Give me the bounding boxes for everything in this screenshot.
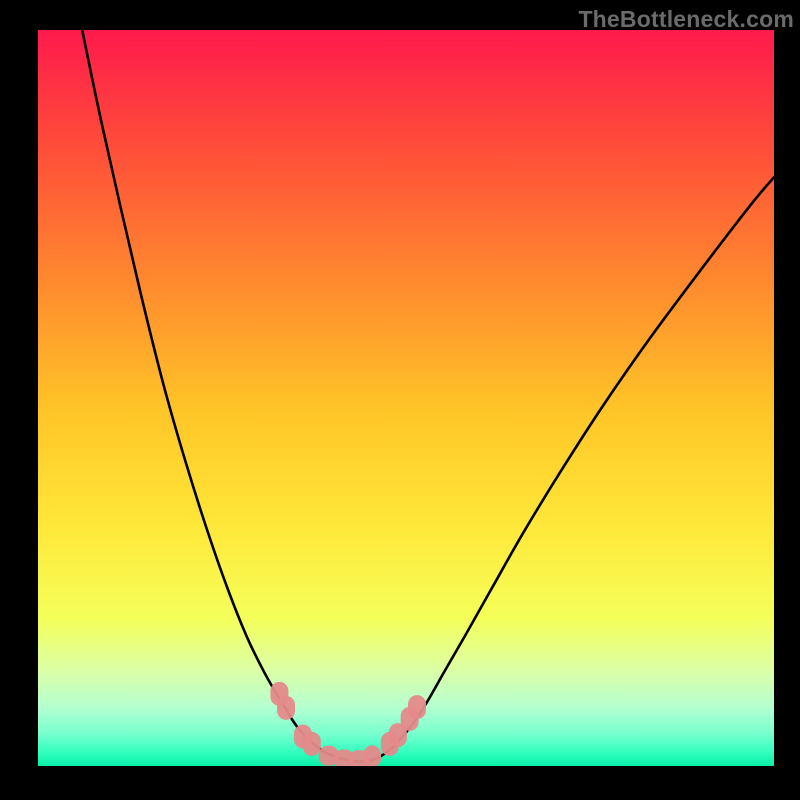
watermark-label: TheBottleneck.com xyxy=(578,6,794,33)
data-marker xyxy=(408,695,426,719)
chart-background xyxy=(38,30,774,766)
data-marker xyxy=(277,696,295,720)
data-marker xyxy=(303,732,321,756)
chart-plot xyxy=(38,30,774,766)
chart-svg xyxy=(38,30,774,766)
stage: TheBottleneck.com xyxy=(0,0,800,800)
data-marker xyxy=(363,745,381,766)
